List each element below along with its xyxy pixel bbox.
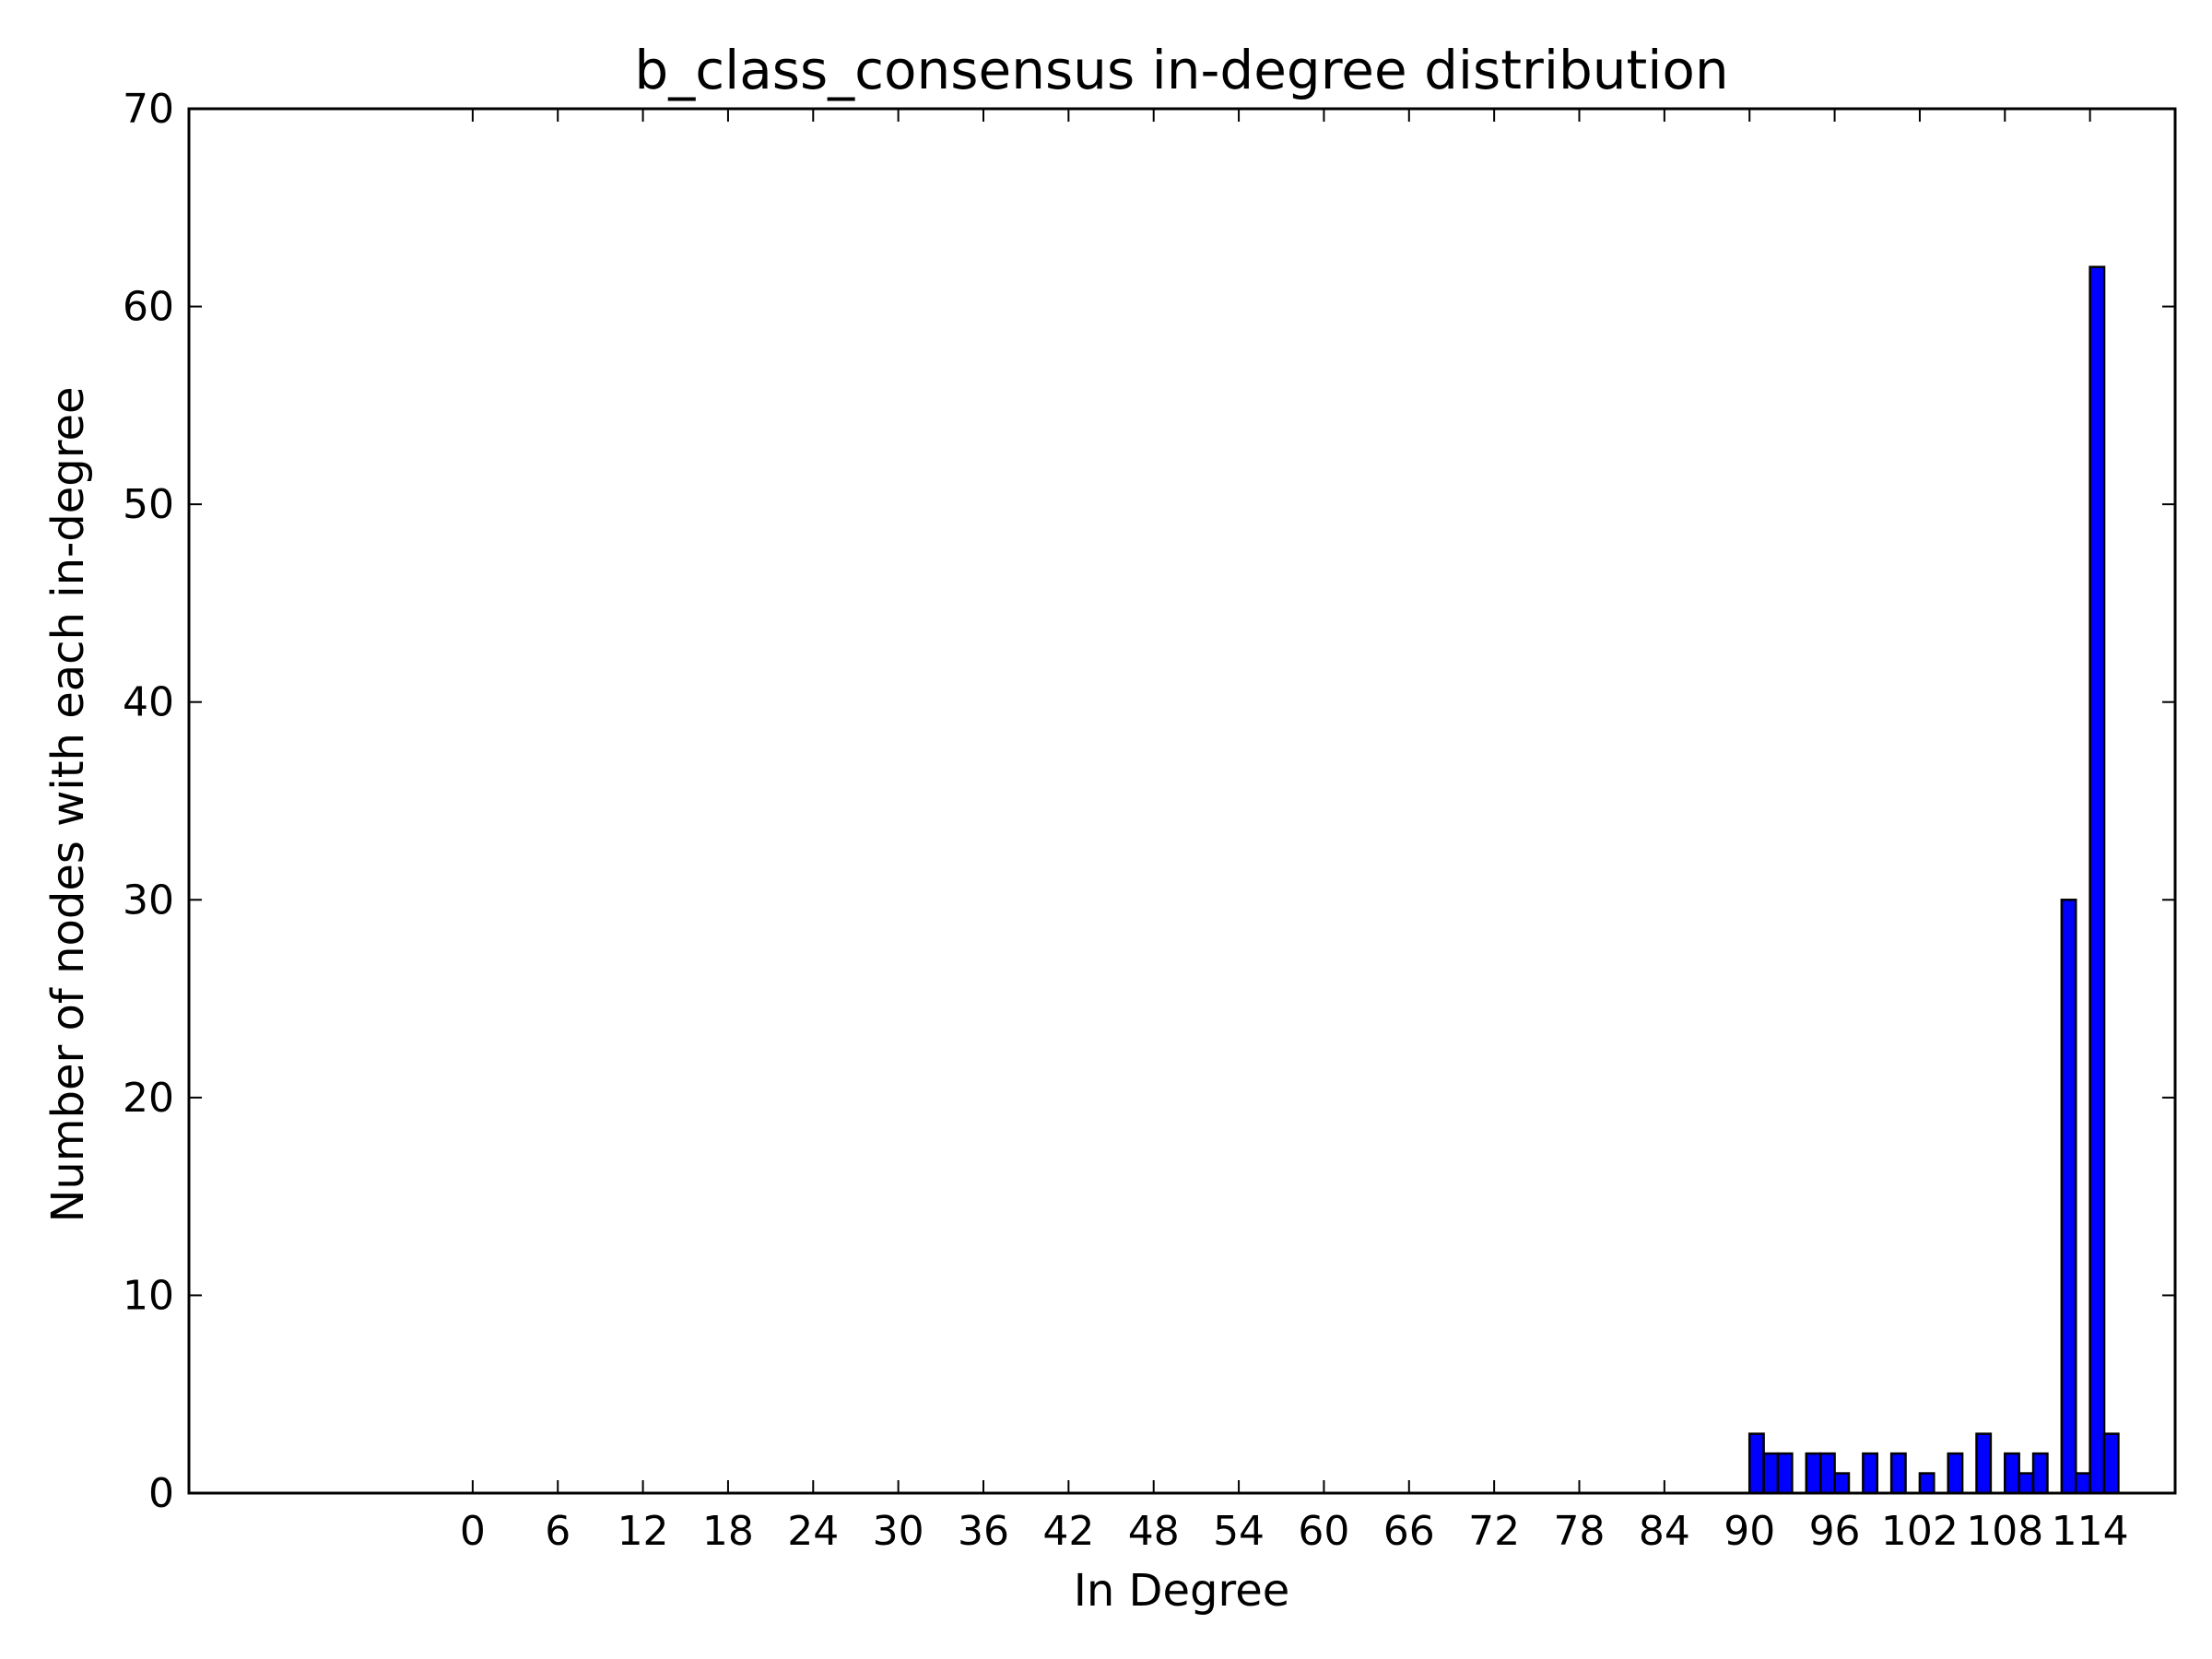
x-tick-label-30: 30: [873, 1508, 924, 1555]
bar-98: [1862, 1452, 1879, 1495]
x-tick-label-48: 48: [1128, 1508, 1180, 1555]
bar-94: [1805, 1452, 1822, 1495]
x-tick-label-24: 24: [787, 1508, 839, 1555]
bar-115: [2102, 1432, 2120, 1495]
bar-113: [2075, 1472, 2091, 1495]
chart-title: b_class_consensus in-degree distribution: [634, 39, 1728, 101]
x-tick-label-108: 108: [1966, 1508, 2043, 1555]
x-tick-label-90: 90: [1724, 1508, 1775, 1555]
x-tick-label-96: 96: [1809, 1508, 1861, 1555]
x-tick-label-0: 0: [460, 1508, 486, 1555]
x-tick-label-72: 72: [1468, 1508, 1520, 1555]
x-tick-label-60: 60: [1298, 1508, 1349, 1555]
bar-91: [1762, 1452, 1780, 1495]
x-tick-label-42: 42: [1042, 1508, 1094, 1555]
bar-112: [2060, 899, 2077, 1495]
y-tick-label-10: 10: [123, 1272, 174, 1319]
bar-106: [1975, 1432, 1993, 1495]
x-tick-label-18: 18: [702, 1508, 754, 1555]
x-tick-label-84: 84: [1639, 1508, 1690, 1555]
x-tick-label-12: 12: [618, 1508, 669, 1555]
y-tick-label-70: 70: [123, 86, 174, 133]
plot-frame: [187, 107, 2177, 1495]
ticks-group: 0 6 12 18 24 30 36 42 48 54 60 66 72 78 84 90 96 102 108 11…: [123, 86, 2175, 1555]
x-axis-label: In Degree: [1074, 1565, 1290, 1617]
bars-group: [1747, 265, 2120, 1495]
x-tick-label-6: 6: [545, 1508, 571, 1555]
bar-90: [1747, 1432, 1765, 1495]
x-tick-label-102: 102: [1881, 1508, 1959, 1555]
y-tick-label-20: 20: [123, 1075, 174, 1122]
bar-109: [2018, 1472, 2035, 1495]
bar-102: [1918, 1472, 1936, 1495]
bar-114: [2088, 265, 2106, 1495]
bar-92: [1776, 1452, 1794, 1495]
y-tick-label-60: 60: [123, 284, 174, 331]
x-tick-label-66: 66: [1383, 1508, 1435, 1555]
y-axis-label: Number of nodes with each in-degree: [42, 386, 94, 1222]
x-tick-label-36: 36: [958, 1508, 1009, 1555]
bar-95: [1818, 1452, 1836, 1495]
x-tick-label-114: 114: [2052, 1508, 2129, 1555]
y-tick-label-30: 30: [123, 877, 174, 924]
y-tick-label-50: 50: [123, 481, 174, 528]
bar-110: [2031, 1452, 2049, 1495]
x-tick-label-78: 78: [1554, 1508, 1606, 1555]
y-tick-label-40: 40: [123, 679, 174, 726]
y-tick-label-0: 0: [148, 1470, 174, 1517]
x-tick-label-54: 54: [1213, 1508, 1265, 1555]
bar-108: [2004, 1452, 2020, 1495]
bar-104: [1947, 1452, 1964, 1495]
bar-100: [1889, 1452, 1907, 1495]
bar-96: [1833, 1472, 1851, 1495]
